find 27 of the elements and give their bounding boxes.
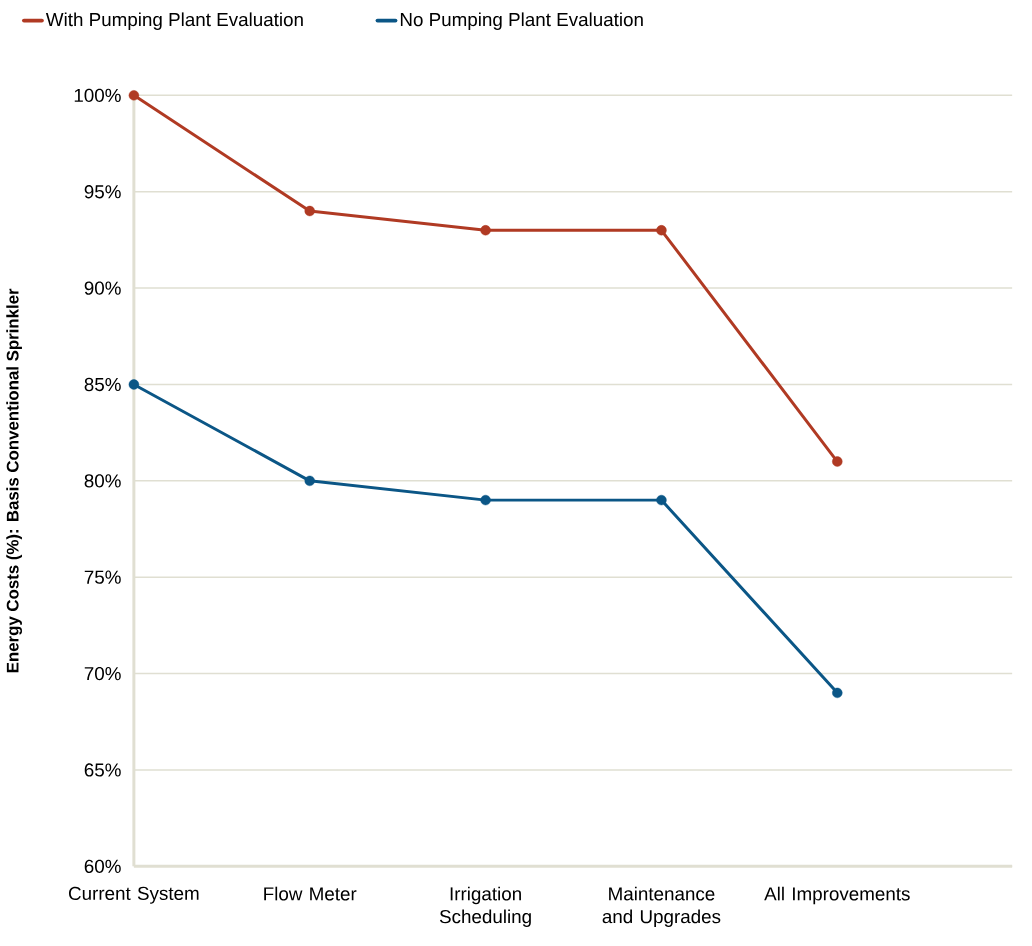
point [304,475,315,487]
y-tick-label: 65% [84,763,121,777]
point [304,205,315,217]
y-tick-label: 80% [84,474,121,488]
y-tick-label: 70% [84,667,121,681]
point [480,225,491,236]
y-tick-label: 90% [84,281,121,295]
point [656,225,667,236]
legend-label: No Pumping Plant Evaluation [400,12,643,31]
point [832,456,843,467]
x-tick-label: Flow Meter [264,886,357,901]
point [480,495,491,506]
point [656,495,667,506]
x-tick-label: Irrigation Scheduling [439,886,531,928]
y-tick-label: 60% [84,859,121,874]
y-tick-label: 85% [84,377,121,392]
y-tick-label: 75% [84,570,121,584]
x-tick-label: All Improvements [764,886,910,905]
point [128,379,140,390]
x-tick-label: Current System [68,886,199,904]
point [128,90,140,101]
point [832,687,843,699]
y-tick-label: 100% [74,88,121,103]
y-axis-title: Energy Costs (%): Basis Conventional Sprinkler [6,288,23,673]
y-tick-label: 95% [84,185,121,199]
legend-label: With Pumping Plant Evaluation [45,12,303,31]
x-tick-label: Maintenance and Upgrades [602,886,721,928]
